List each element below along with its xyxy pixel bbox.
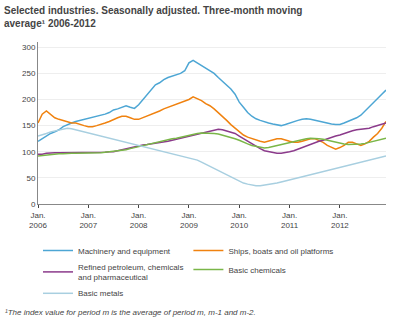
svg-text:Basic chemicals: Basic chemicals (228, 266, 285, 275)
svg-text:300: 300 (22, 43, 36, 52)
svg-text:150: 150 (22, 121, 36, 130)
svg-text:Jan.2010: Jan.2010 (230, 211, 248, 230)
svg-text:Refined petroleum, chemicalsan: Refined petroleum, chemicalsand pharmace… (78, 263, 183, 282)
svg-text:Jan.2006: Jan.2006 (29, 211, 47, 230)
svg-text:250: 250 (22, 69, 36, 78)
svg-text:Jan.2012: Jan.2012 (331, 211, 349, 230)
svg-text:Jan.2008: Jan.2008 (130, 211, 148, 230)
svg-text:100: 100 (22, 148, 36, 157)
svg-text:¹The index value for period m: ¹The index value for period m is the ave… (5, 308, 256, 317)
svg-text:Jan.2011: Jan.2011 (281, 211, 299, 230)
svg-text:Machinery and equipment: Machinery and equipment (78, 247, 171, 256)
svg-text:200: 200 (22, 95, 36, 104)
svg-text:50: 50 (26, 174, 35, 183)
svg-text:0: 0 (31, 200, 36, 209)
svg-text:Basic metals: Basic metals (78, 289, 123, 298)
svg-text:Ships, boats and oil platforms: Ships, boats and oil platforms (228, 247, 333, 256)
svg-text:Jan.2007: Jan.2007 (79, 211, 97, 230)
svg-text:Jan.2009: Jan.2009 (180, 211, 198, 230)
svg-text:Selected industries. Seasonall: Selected industries. Seasonally adjusted… (4, 5, 302, 29)
